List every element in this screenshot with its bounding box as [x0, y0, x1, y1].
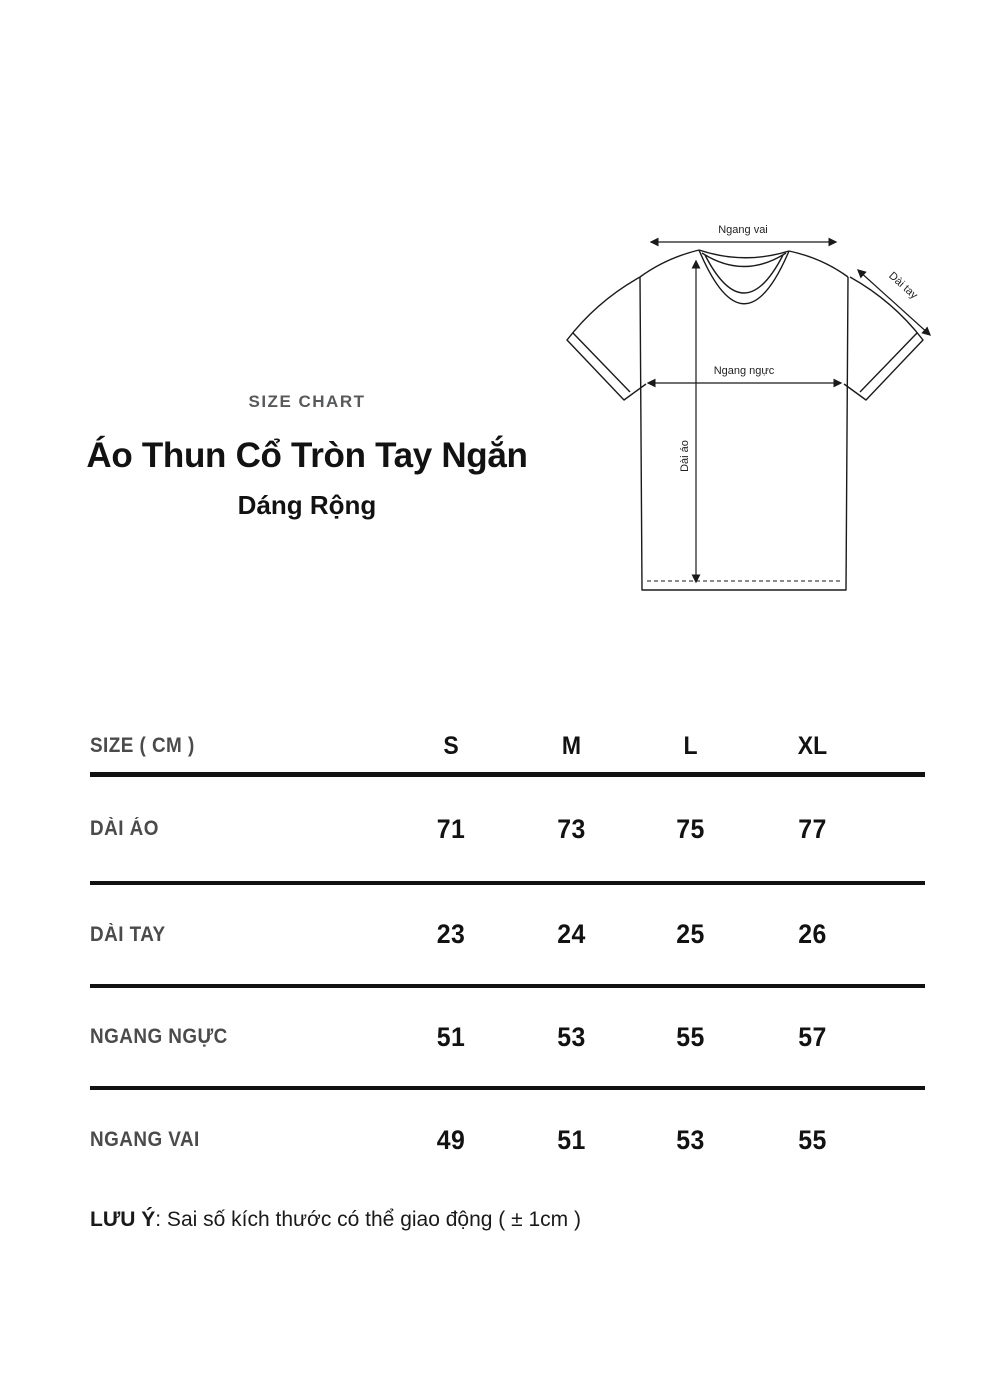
eyebrow-size-chart: SIZE CHART [248, 392, 366, 411]
cell-value: 53 [557, 1021, 586, 1052]
column-header-l: L [683, 731, 698, 760]
table-row-ngang-vai: NGANG VAI 49 51 53 55 [90, 1090, 925, 1190]
measurement-arrows [646, 237, 932, 584]
table-row-dai-tay: DÀI TAY 23 24 25 26 [90, 885, 925, 988]
chest-width-label: Ngang ngực [714, 365, 775, 377]
left-sleeve [566, 276, 647, 401]
cell-value: 57 [798, 1021, 827, 1052]
cell-value: 49 [436, 1124, 466, 1155]
column-header-s: S [443, 731, 459, 760]
tshirt-measurement-diagram: Ngang vai Ngang ngực Dài áo Dài tay [556, 210, 950, 602]
right-cuff-seam [859, 332, 918, 393]
page-title: Áo Thun Cổ Tròn Tay Ngắn [86, 436, 528, 475]
collar-back-outer [698, 249, 790, 259]
cell-value: 24 [557, 919, 586, 949]
left-shoulder [639, 249, 700, 278]
row-label: DÀI TAY [90, 922, 166, 946]
right-shoulder [788, 250, 849, 278]
collar-back-inner [701, 252, 787, 268]
cell-value: 55 [676, 1021, 705, 1052]
shirt-body [639, 276, 849, 591]
shirt-length-label: Dài áo [679, 440, 691, 472]
page-subtitle: Dáng Rộng [237, 490, 377, 520]
cell-value: 71 [436, 813, 466, 844]
cell-value: 23 [436, 919, 466, 949]
row-label: NGANG VAI [90, 1128, 200, 1151]
header-block: SIZE CHART Áo Thun Cổ Tròn Tay Ngắn Dáng… [58, 392, 556, 520]
cell-value: 55 [798, 1124, 827, 1155]
shoulder-width-label: Ngang vai [718, 224, 768, 236]
table-row-ngang-nguc: NGANG NGỰC 51 53 55 57 [90, 988, 925, 1090]
cell-value: 51 [557, 1124, 586, 1155]
table-header-row: SIZE ( CM ) S M L XL [90, 720, 925, 777]
row-label: DÀI ÁO [90, 817, 159, 840]
collar-front-outer [698, 249, 790, 305]
table-row-dai-ao: DÀI ÁO 71 73 75 77 [90, 777, 925, 885]
note-text: : Sai số kích thước có thể giao động ( ±… [155, 1208, 581, 1231]
sleeve-length-arrow [856, 269, 932, 336]
note-label: LƯU Ý [90, 1208, 156, 1231]
cell-value: 51 [436, 1021, 466, 1052]
cell-value: 25 [676, 919, 705, 949]
row-label: NGANG NGỰC [90, 1025, 228, 1048]
tshirt-diagram-svg: Ngang vai Ngang ngực Dài áo Dài tay [566, 224, 932, 591]
cell-value: 53 [676, 1124, 705, 1155]
table-header-label: SIZE ( CM ) [90, 734, 195, 757]
cell-value: 75 [676, 813, 705, 844]
sleeve-length-label: Dài tay [886, 270, 920, 302]
collar-front-inner [704, 254, 784, 294]
tshirt-outline [566, 249, 924, 591]
size-table: SIZE ( CM ) S M L XL DÀI ÁO 71 73 75 77 … [90, 720, 925, 1190]
tolerance-note: LƯU Ý: Sai số kích thước có thể giao độn… [90, 1208, 581, 1232]
cell-value: 73 [557, 813, 586, 844]
column-header-xl: XL [797, 731, 828, 760]
column-header-m: M [561, 731, 582, 760]
cell-value: 26 [798, 919, 827, 949]
cell-value: 77 [798, 813, 827, 844]
left-cuff-seam [572, 332, 631, 393]
